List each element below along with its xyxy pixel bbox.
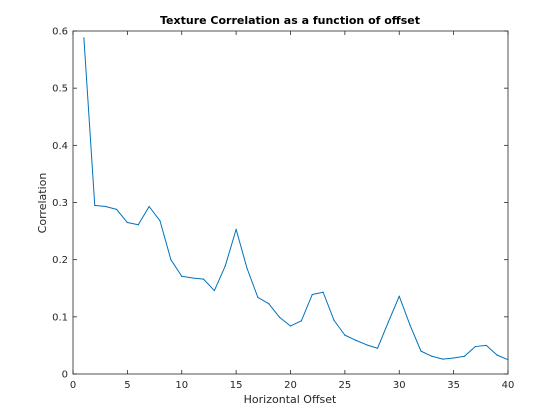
data-point [496, 354, 498, 356]
data-point [333, 319, 335, 321]
y-tick-label: 0.1 [52, 312, 68, 323]
data-point [366, 344, 368, 346]
data-point [463, 355, 466, 357]
x-axis-label: Horizontal Offset [244, 393, 337, 406]
y-axis-label: Correlation [36, 173, 49, 234]
x-tick-label: 20 [284, 380, 297, 391]
data-point [202, 278, 205, 280]
x-tick-label: 40 [502, 380, 515, 391]
data-point [115, 208, 118, 210]
y-axis: 0 0.1 0.2 0.3 0.4 0.5 0.6 [52, 27, 508, 381]
x-tick-label: 0 [70, 380, 76, 391]
data-point [257, 296, 259, 298]
data-point [148, 205, 150, 208]
data-point [376, 347, 379, 349]
data-point [235, 228, 237, 230]
x-tick-label: 35 [447, 380, 460, 391]
series-layer [83, 37, 509, 361]
data-point [420, 350, 422, 352]
data-point [409, 324, 411, 327]
data-point [181, 275, 183, 277]
data-point [355, 339, 357, 341]
data-point [387, 321, 389, 323]
plot-frame [72, 30, 509, 375]
x-tick-label: 25 [339, 380, 352, 391]
data-point [105, 205, 107, 208]
data-point [159, 220, 161, 222]
x-axis: 0 5 10 15 20 25 30 35 40 [70, 31, 515, 391]
chart-title: Texture Correlation as a function of off… [160, 14, 420, 27]
data-point [311, 293, 313, 296]
plot-area [72, 30, 509, 375]
data-point [344, 334, 346, 336]
data-point [268, 303, 270, 305]
y-tick-label: 0.4 [52, 141, 68, 152]
data-point [83, 37, 85, 39]
y-tick-label: 0.5 [52, 84, 68, 95]
data-point [279, 316, 281, 319]
data-point [485, 344, 487, 347]
data-point [94, 204, 96, 206]
data-point [137, 224, 139, 226]
y-tick-label: 0 [62, 370, 68, 381]
data-point [213, 289, 215, 292]
data-point [453, 357, 455, 359]
data-point [224, 265, 226, 267]
data-point [442, 358, 444, 360]
y-tick-label: 0.2 [52, 255, 68, 266]
x-tick-label: 15 [230, 380, 243, 391]
data-point [431, 355, 433, 357]
data-point [289, 325, 292, 327]
x-tick-label: 30 [393, 380, 406, 391]
data-point [507, 359, 509, 361]
series-line [83, 37, 509, 361]
data-point [126, 221, 128, 224]
data-point [398, 295, 400, 297]
x-tick-label: 10 [175, 380, 188, 391]
data-point [170, 259, 172, 261]
data-point [300, 320, 302, 322]
x-tick-label: 5 [124, 380, 130, 391]
y-tick-label: 0.6 [52, 27, 68, 38]
y-tick-label: 0.3 [52, 198, 68, 209]
data-point [474, 345, 476, 348]
data-point [322, 291, 324, 293]
data-point [192, 277, 194, 279]
data-point [246, 267, 248, 269]
